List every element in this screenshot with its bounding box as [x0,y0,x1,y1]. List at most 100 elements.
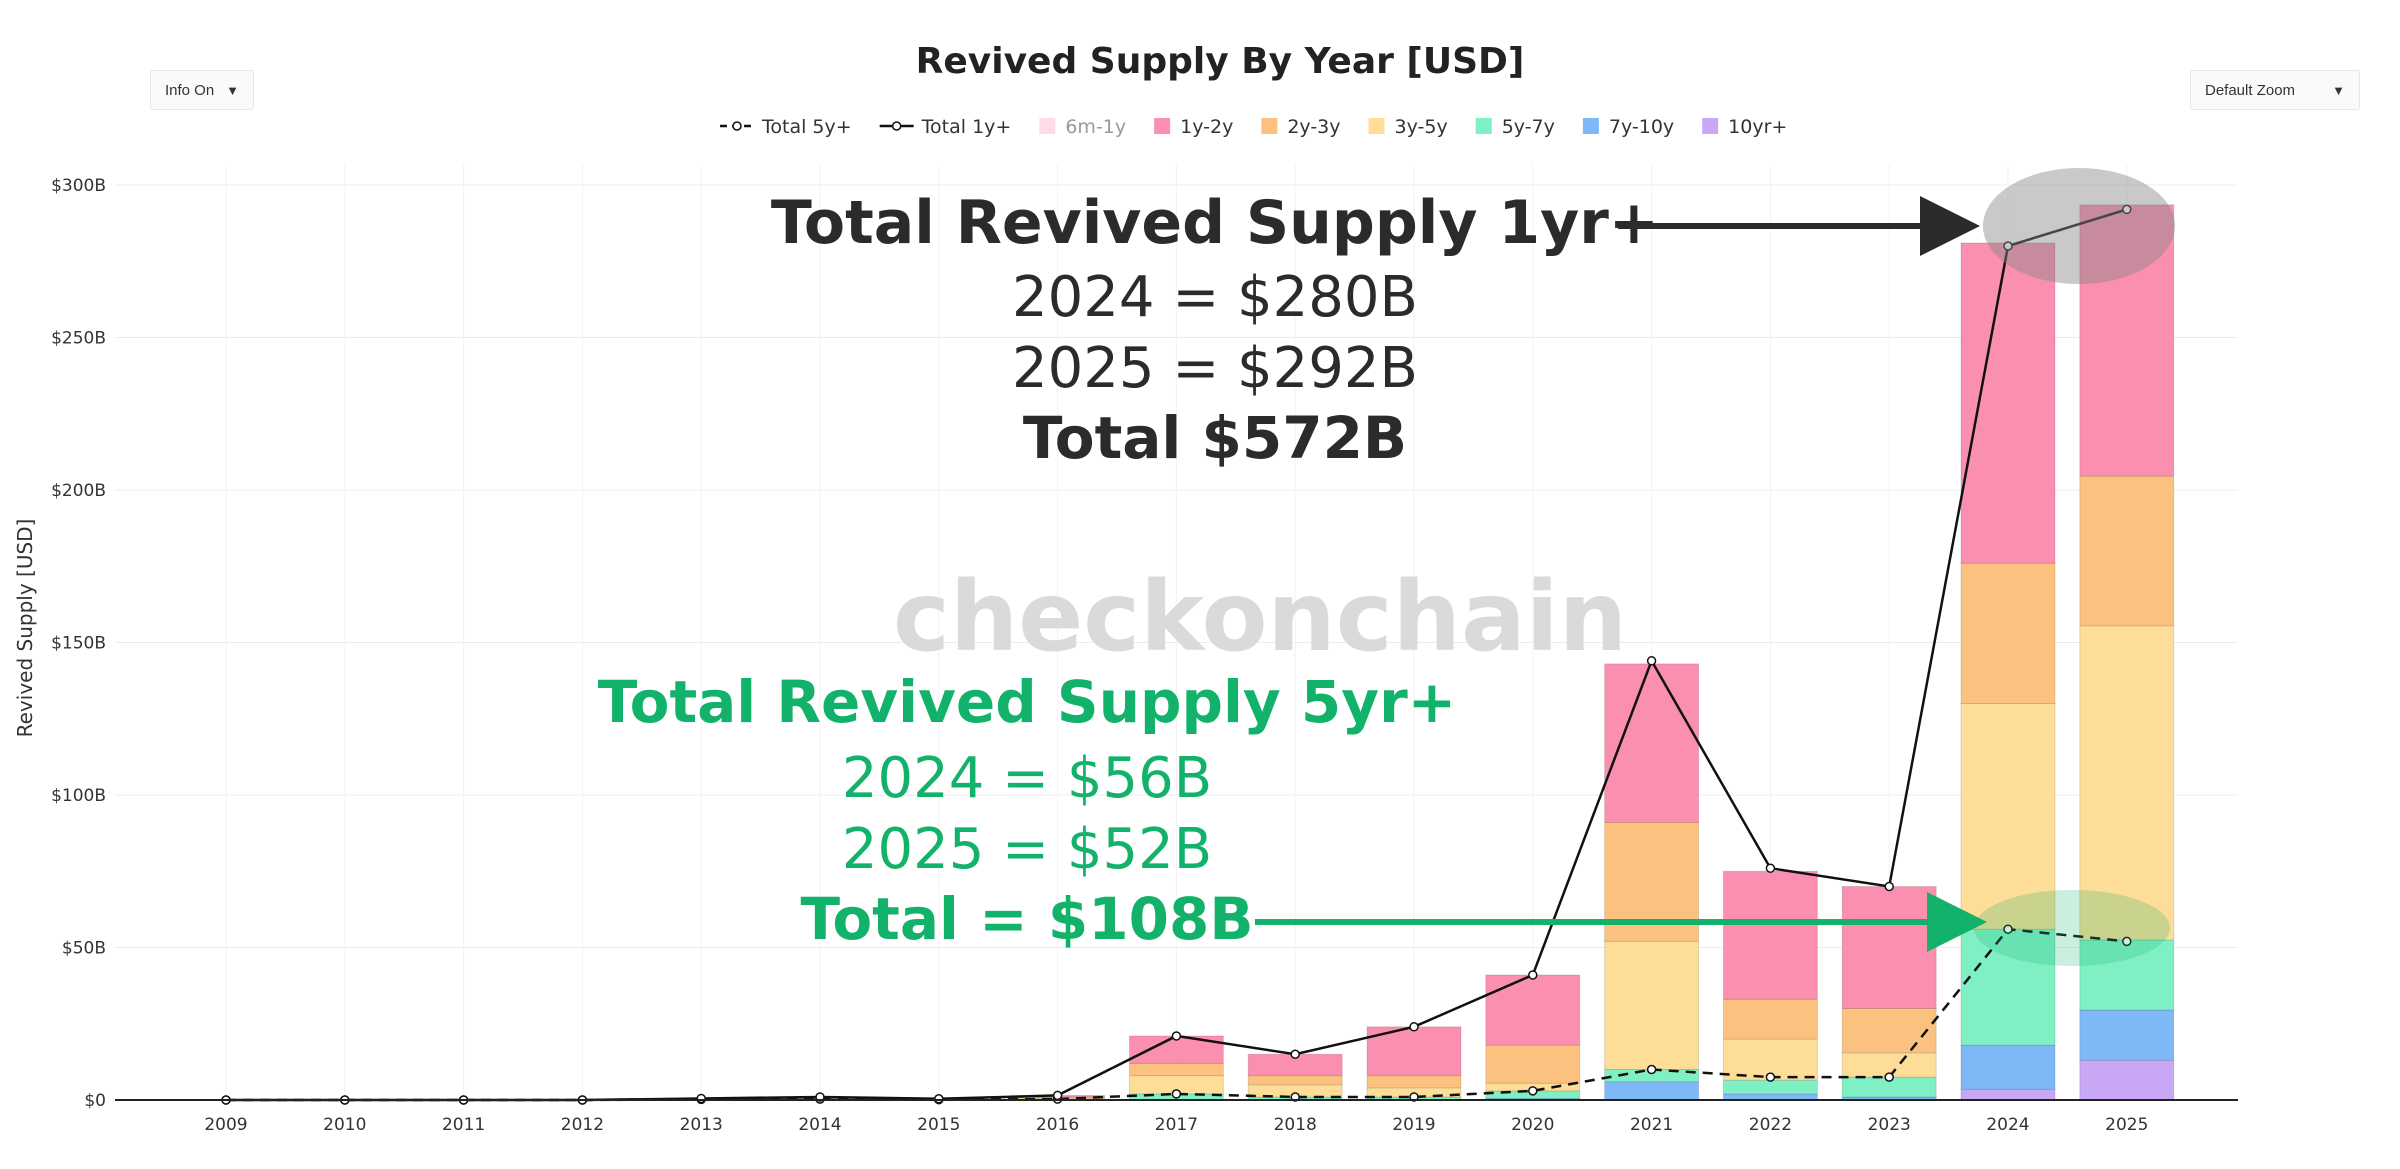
series-point [1765,1072,1776,1082]
y-tick-label: $200B [51,481,106,501]
bar-segment [2079,475,2175,627]
bar-segment [1960,1044,2056,1090]
bar-segment [1485,974,1581,1046]
bar-segment [1366,1075,1462,1089]
legend-box-swatch [1702,118,1719,134]
series-point [2122,936,2132,947]
legend-box-swatch [1368,118,1385,134]
series-point [1528,1086,1538,1096]
series-point [1171,1089,1182,1099]
highlight-5yr-ellipse [1974,890,2170,966]
legend-label: 10yr+ [1728,116,1787,138]
series-point [1290,1049,1300,1059]
x-tick-label: 2011 [442,1115,485,1135]
y-tick-label: $0 [84,1091,106,1111]
series-line [226,927,2127,1102]
annotation-5yr-heading: Total Revived Supply 5yr+ [598,668,1457,736]
annotation-5yr-total: Total = $108B [800,885,1253,953]
series-point [1171,1031,1182,1041]
bar-segment [1960,242,2056,564]
series-point [934,1094,944,1104]
bar-segment [1247,1075,1343,1086]
series-point [1646,656,1657,666]
highlight-1yr-ellipse [1983,168,2175,284]
bar-segment [1722,870,1818,1000]
legend-point-swatch [732,121,742,131]
x-tick-label: 2012 [561,1115,604,1135]
legend-box-swatch [1582,118,1599,134]
info-toggle-dropdown[interactable]: Info On ▼ [150,70,254,110]
series-point [1409,1022,1419,1032]
series-lines [221,204,2132,1105]
series-point [2003,924,2013,934]
annotation-1yr-2025: 2025 = $292B [1012,336,1418,401]
zoom-label: Default Zoom [2205,81,2296,99]
x-tick-label: 2018 [1274,1115,1317,1135]
annotation-1yr-heading: Total Revived Supply 1yr+ [771,188,1659,258]
series-point [1884,1072,1894,1082]
y-tick-label: $300B [51,176,106,196]
bar-segment [1960,1088,2056,1101]
bar-segment [1960,562,2056,705]
bar-segment [2079,939,2175,1011]
bar-segment [2079,625,2175,941]
bar-segment [1841,1008,1937,1054]
series-point [2003,241,2013,251]
x-tick-label: 2024 [1986,1115,2029,1135]
legend-box-swatch [1261,118,1278,134]
bar-segment [2079,204,2175,477]
bar-segment [1960,703,2056,930]
legend-label: Total 1y+ [921,116,1012,138]
bar-segment [2079,1009,2175,1061]
legend-label: 3y-5y [1395,116,1448,138]
bar-segment [1841,886,1937,1009]
annotation-5yr-2025: 2025 = $52B [842,817,1212,882]
y-tick-label: $50B [62,939,106,959]
x-tick-label: 2013 [680,1115,723,1135]
legend-label: 5y-7y [1502,116,1555,138]
x-tick-label: 2020 [1511,1115,1554,1135]
chevron-down-icon: ▼ [226,82,239,98]
legend-label: Total 5y+ [761,116,852,138]
legend-label: 1y-2y [1180,116,1233,138]
legend-label: 2y-3y [1287,116,1340,138]
x-tick-label: 2019 [1392,1115,1435,1135]
series-point [696,1093,706,1104]
legend-box-swatch [1039,118,1056,134]
info-toggle-label: Info On [165,81,215,99]
bar-segment [1485,1044,1581,1084]
y-axis-title: Revived Supply [USD] [13,519,37,738]
series-point [1646,1064,1657,1075]
bar-segment [1604,940,1700,1071]
series-point [1052,1090,1063,1101]
x-tick-label: 2015 [917,1115,960,1135]
annotation-1yr-2024: 2024 = $280B [1012,265,1418,330]
bar-segment [2079,1059,2175,1101]
bar-segment [1722,998,1818,1040]
x-tick-label: 2016 [1036,1115,1079,1135]
series-point [1765,863,1776,873]
zoom-dropdown[interactable]: Default Zoom ▼ [2190,70,2360,110]
legend-box-swatch [1154,118,1171,134]
x-tick-label: 2022 [1749,1115,1792,1135]
bar-segment [1604,663,1700,823]
legend-box-swatch [1475,118,1492,134]
annotation-1yr-total: Total $572B [1023,404,1407,472]
legend-point-swatch [891,121,902,131]
x-tick-label: 2021 [1630,1115,1673,1135]
x-tick-label: 2010 [323,1115,366,1135]
bar-segment [1722,1079,1818,1095]
annotation-5yr-2024: 2024 = $56B [842,746,1212,811]
y-tick-label: $100B [51,786,106,806]
bar-segment [1128,1062,1224,1077]
axes: $0 $50B $100B $150B $200B $250B $300B 2009 2010 2… [51,176,2238,1135]
series-point [1528,970,1538,980]
watermark: checkonchain [893,561,1627,673]
x-tick-label: 2017 [1155,1115,1198,1135]
legend-label: 6m-1y [1065,116,1126,138]
x-tick-label: 2014 [798,1115,841,1135]
legend: Total 5y+ Total 1y+ 6m-1y 1y-2y 2y-3y 3y-5y 5y… [720,116,1787,138]
x-tick-label: 2009 [204,1115,247,1135]
